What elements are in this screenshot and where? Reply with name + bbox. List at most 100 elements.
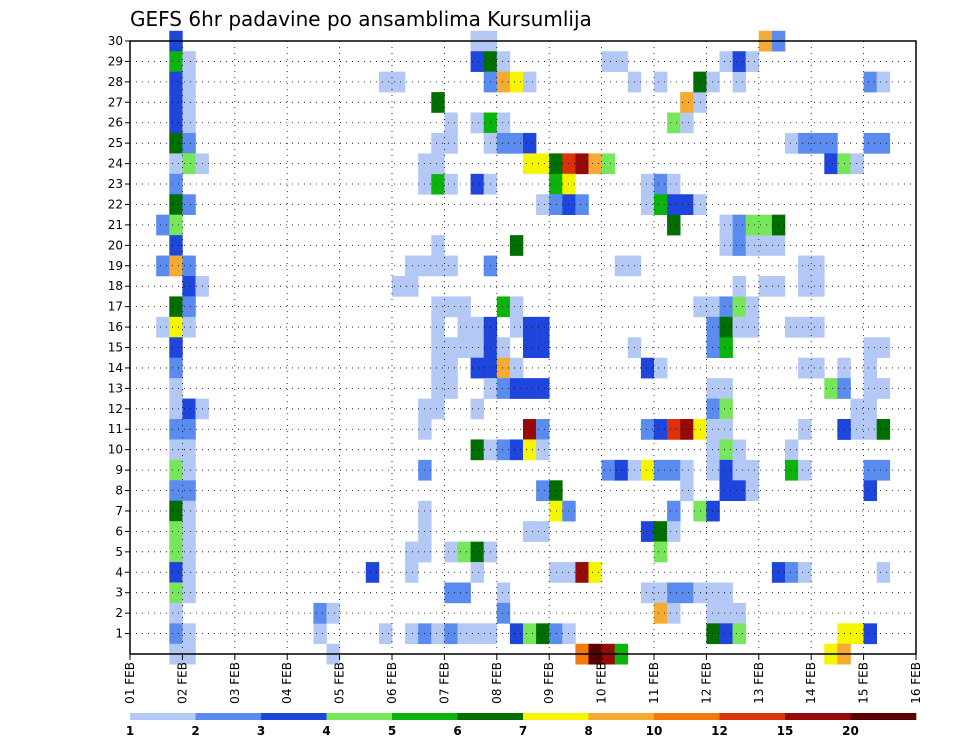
- chart-title: GEFS 6hr padavine po ansamblima Kursumli…: [130, 7, 592, 31]
- heatmap-cell: [509, 132, 524, 154]
- x-tick-label: 15 FEB: [857, 662, 871, 704]
- heatmap-cell: [732, 51, 746, 72]
- heatmap-cell: [431, 337, 445, 359]
- heatmap-cell: [745, 480, 760, 502]
- heatmap-cell: [470, 173, 484, 195]
- heatmap-cell: [785, 562, 799, 583]
- heatmap-cell: [169, 194, 183, 215]
- heatmap-cell: [785, 439, 799, 461]
- heatmap-cell: [496, 582, 511, 604]
- heatmap-cell: [496, 51, 511, 72]
- heatmap-cell: [470, 623, 484, 645]
- heatmap-cell: [732, 316, 746, 338]
- heatmap-cell: [667, 112, 681, 134]
- heatmap-cell: [496, 378, 511, 399]
- heatmap-cell: [169, 419, 183, 440]
- heatmap-cell: [444, 132, 458, 154]
- heatmap-cell: [876, 562, 891, 583]
- heatmap-cell: [824, 153, 838, 175]
- heatmap-cell: [182, 71, 196, 93]
- heatmap-cell: [169, 582, 183, 604]
- y-tick-label: 28: [108, 75, 123, 89]
- y-tick-label: 16: [108, 320, 123, 334]
- heatmap-cell: [863, 337, 877, 359]
- heatmap-cell: [313, 602, 327, 624]
- heatmap-cell: [169, 541, 183, 563]
- heatmap-cell: [719, 602, 733, 624]
- colorbar-segment: [130, 713, 196, 720]
- heatmap-cell: [431, 623, 445, 645]
- y-tick-label: 14: [108, 361, 123, 375]
- colorbar: 1 2 3 4 5 6 7 8 10 12 15 20: [126, 713, 917, 738]
- heatmap-cell: [182, 255, 196, 277]
- heatmap-cell: [169, 51, 183, 72]
- heatmap-cell: [667, 194, 681, 215]
- heatmap-cell: [863, 480, 877, 502]
- x-tick-label: 01 FEB: [123, 662, 137, 704]
- heatmap-cell: [182, 541, 196, 563]
- heatmap-cell: [732, 235, 746, 256]
- heatmap-cell: [169, 602, 183, 624]
- heatmap-cell: [654, 459, 668, 481]
- x-tick-label: 11 FEB: [647, 662, 661, 704]
- heatmap-cell: [470, 398, 484, 420]
- heatmap-cell: [732, 459, 746, 481]
- colorbar-segment: [457, 713, 524, 720]
- heatmap-cell: [640, 357, 655, 379]
- heatmap-cell: [536, 439, 550, 461]
- heatmap-cell: [575, 153, 589, 175]
- heatmap-cell: [850, 398, 864, 420]
- heatmap-cell: [667, 173, 681, 195]
- heatmap-cell: [850, 153, 864, 175]
- heatmap-cell: [169, 480, 183, 502]
- heatmap-cell: [169, 173, 183, 195]
- heatmap-cell: [431, 132, 445, 154]
- heatmap-cell: [745, 296, 760, 318]
- heatmap-cell: [536, 153, 550, 175]
- heatmap-cell: [667, 459, 681, 481]
- heatmap-cell: [850, 623, 864, 645]
- heatmap-cell: [169, 357, 183, 379]
- heatmap-cell: [654, 521, 668, 542]
- heatmap-cell: [509, 357, 524, 379]
- heatmap-cell: [444, 357, 458, 379]
- y-tick-label: 10: [108, 443, 123, 457]
- heatmap-cell: [811, 357, 825, 379]
- heatmap-cell: [575, 194, 589, 215]
- heatmap-cell: [182, 562, 196, 583]
- x-tick-label: 02 FEB: [175, 662, 189, 704]
- heatmap-cell: [706, 459, 720, 481]
- heatmap-cell: [680, 459, 694, 481]
- heatmap-cell: [549, 194, 563, 215]
- heatmap-cell: [182, 439, 196, 461]
- heatmap-cell: [470, 51, 484, 72]
- heatmap-cell: [640, 459, 655, 481]
- y-tick-label: 24: [108, 157, 123, 171]
- heatmap-cell: [496, 439, 511, 461]
- colorbar-label: 12: [711, 724, 728, 738]
- heatmap-cell: [640, 521, 655, 542]
- heatmap-cell: [640, 419, 655, 440]
- y-tick-label: 11: [108, 422, 123, 436]
- heatmap-cell: [549, 173, 563, 195]
- heatmap-cell: [863, 71, 877, 93]
- x-tick-label: 10 FEB: [595, 662, 609, 704]
- x-tick-label: 03 FEB: [228, 662, 242, 704]
- heatmap-cell: [549, 623, 563, 645]
- heatmap-cell: [182, 582, 196, 604]
- heatmap-cell: [863, 398, 877, 420]
- colorbar-segment: [392, 713, 458, 720]
- heatmap-cell: [182, 419, 196, 440]
- heatmap-cell: [706, 296, 720, 318]
- heatmap-cell: [431, 316, 445, 338]
- heatmap-cell: [667, 602, 681, 624]
- y-tick-label: 17: [108, 300, 123, 314]
- colorbar-segment: [195, 713, 262, 720]
- heatmap-cell: [457, 582, 471, 604]
- heatmap-cell: [719, 378, 733, 399]
- heatmap-cell: [667, 582, 681, 604]
- heatmap-cell: [706, 500, 720, 522]
- heatmap-cell: [719, 480, 733, 502]
- heatmap-cell: [182, 132, 196, 154]
- heatmap-cell: [745, 316, 760, 338]
